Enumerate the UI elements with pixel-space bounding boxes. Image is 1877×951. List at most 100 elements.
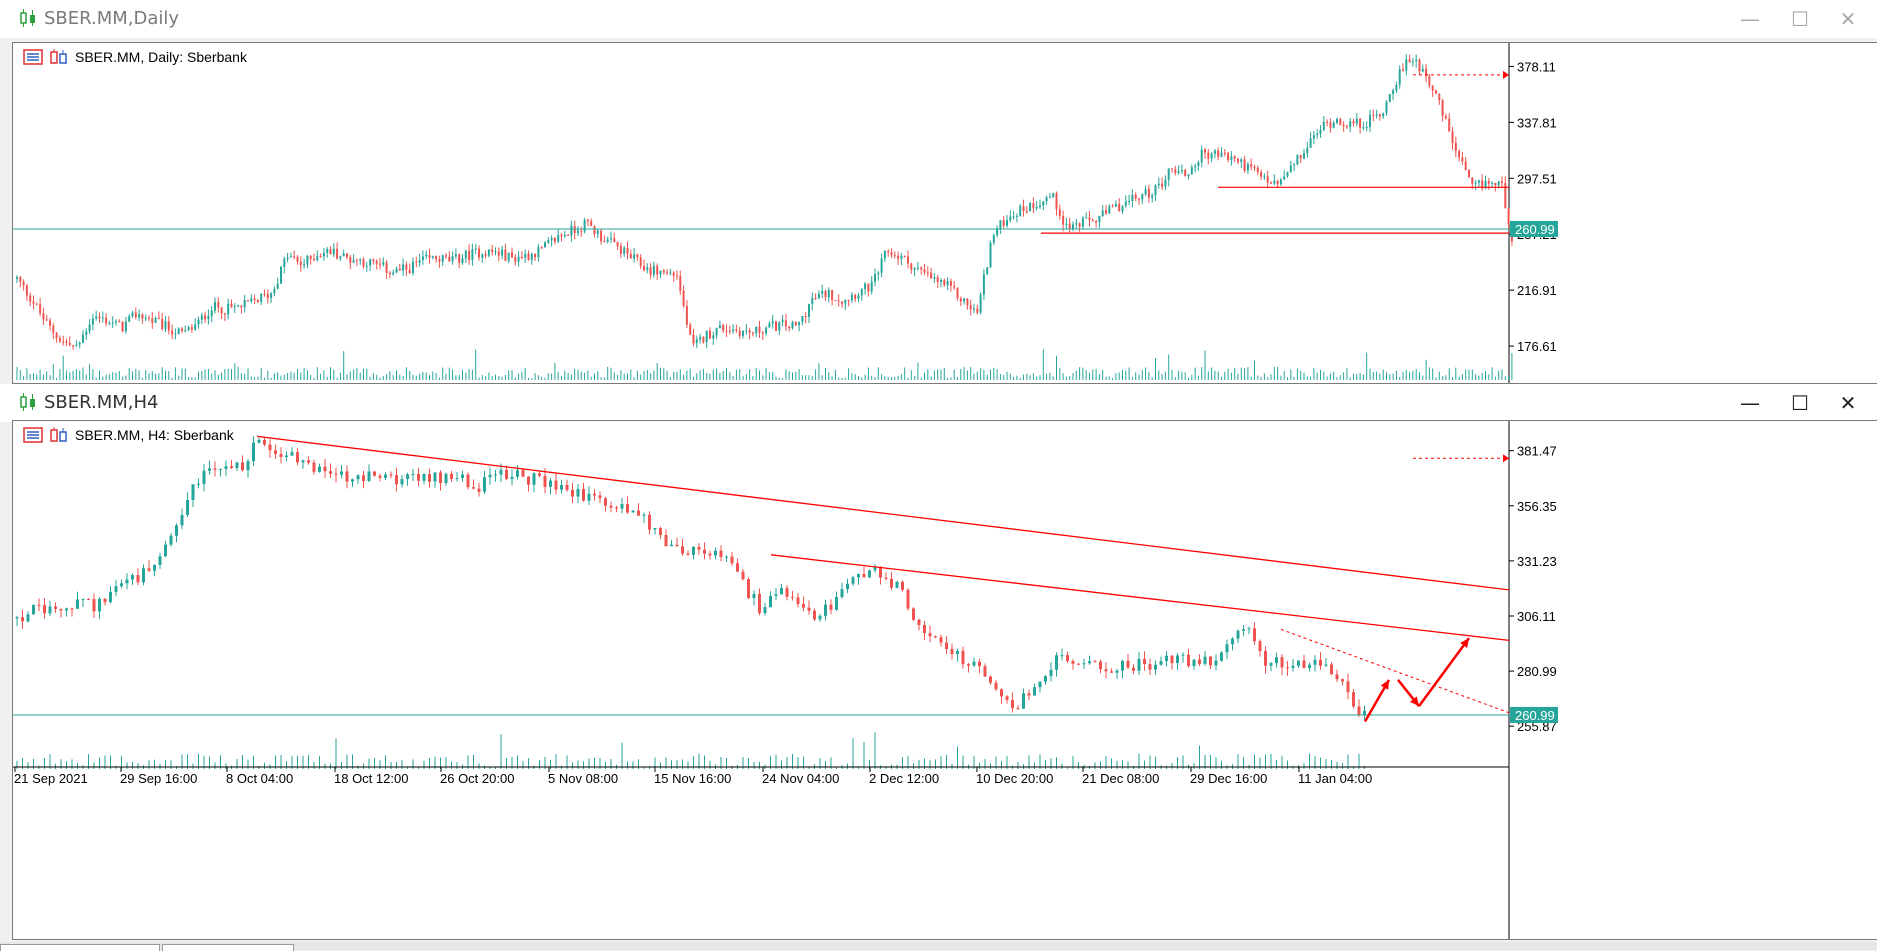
- indicators-list-icon[interactable]: [23, 427, 43, 443]
- daily-candle-body: [1388, 94, 1391, 102]
- daily-candle-body: [778, 322, 781, 331]
- h4-maximize-button[interactable]: ☐: [1791, 391, 1809, 415]
- daily-candle-body: [1098, 216, 1101, 223]
- h4-candle-body: [153, 564, 156, 571]
- h4-candle-body: [505, 469, 508, 480]
- candlestick-chart-icon: [20, 393, 35, 411]
- h4-candle-body: [989, 676, 992, 683]
- daily-candle-body: [22, 281, 25, 286]
- h4-candle-body: [818, 615, 822, 620]
- daily-candle-body: [1207, 152, 1210, 159]
- daily-candle-body: [468, 250, 471, 261]
- daily-candle-body: [1174, 169, 1177, 174]
- symbol-properties-icon[interactable]: [49, 49, 69, 65]
- chart-tab-1[interactable]: [0, 944, 160, 951]
- daily-candle-body: [194, 324, 197, 330]
- h4-candle-body: [752, 593, 756, 598]
- daily-candle-body: [1504, 182, 1507, 209]
- h4-candle-body: [455, 478, 459, 480]
- h4-window-title: SBER.MM,H4: [44, 392, 159, 413]
- daily-candle-body: [616, 242, 619, 247]
- daily-candle-body: [1124, 201, 1127, 207]
- h4-candle-body: [169, 535, 173, 545]
- daily-candle-body: [395, 268, 398, 273]
- h4-candle-body: [642, 514, 646, 516]
- h4-candle-body: [114, 586, 118, 592]
- h4-date-tick-label: 21 Sep 2021: [14, 771, 88, 786]
- h4-candle-body: [1011, 699, 1014, 709]
- daily-chart-window: SBER.MM,Daily — ☐ ✕ SBER.MM, Daily: Sber…: [0, 0, 1877, 384]
- daily-candle-body: [418, 259, 421, 263]
- indicators-list-icon[interactable]: [23, 49, 43, 65]
- daily-chart-area[interactable]: SBER.MM, Daily: Sberbank 378.11 337.81 297…: [12, 42, 1877, 384]
- h4-candle-body: [461, 474, 464, 479]
- daily-candle-body: [837, 300, 840, 302]
- daily-candle-body: [438, 259, 441, 262]
- daily-chart-symbol-label: SBER.MM, Daily: Sberbank: [75, 49, 247, 65]
- h4-candle-body: [840, 589, 844, 598]
- daily-candle-body: [214, 301, 216, 311]
- daily-candle-body: [718, 325, 721, 329]
- daily-candle-body: [1260, 172, 1263, 177]
- h4-candle-body: [1099, 661, 1102, 670]
- h4-minimize-button[interactable]: —: [1740, 391, 1760, 415]
- h4-upper-trendline: [256, 435, 1510, 591]
- daily-candlestick-chart[interactable]: 378.11337.81297.51257.21216.91176.61260.…: [13, 43, 1877, 383]
- daily-price-tick-label: 297.51: [1517, 171, 1557, 186]
- h4-candle-body: [395, 475, 398, 485]
- h4-candle-body: [466, 474, 470, 488]
- daily-candle-body: [1154, 185, 1157, 196]
- daily-candle-body: [827, 289, 830, 298]
- daily-candle-body: [138, 314, 141, 318]
- h4-forecast-arrow-up-1-head: [1380, 679, 1389, 690]
- h4-candle-body: [76, 599, 79, 609]
- daily-window-titlebar[interactable]: SBER.MM,Daily — ☐ ✕: [0, 0, 1877, 38]
- h4-candle-body: [1055, 655, 1058, 670]
- daily-candle-body: [204, 315, 207, 320]
- h4-candle-body: [439, 472, 442, 484]
- h4-candle-body: [257, 439, 261, 443]
- h4-candle-body: [323, 466, 327, 472]
- h4-chart-area[interactable]: SBER.MM, H4: Sberbank 381.47 356.35 331.23…: [12, 420, 1877, 940]
- h4-price-tick-label: 306.11: [1517, 609, 1556, 624]
- daily-close-button[interactable]: ✕: [1839, 7, 1857, 31]
- h4-candle-body: [1335, 674, 1339, 680]
- daily-candle-body: [309, 255, 312, 259]
- daily-candle-body: [613, 237, 616, 243]
- daily-candle-body: [332, 248, 335, 255]
- h4-candle-body: [1159, 661, 1163, 665]
- daily-candle-body: [672, 272, 675, 276]
- chart-tab-2[interactable]: [162, 944, 294, 951]
- daily-candle-body: [699, 336, 702, 340]
- daily-candle-body: [1451, 131, 1454, 143]
- h4-candle-body: [1308, 664, 1311, 669]
- h4-candle-body: [813, 610, 816, 620]
- h4-candle-body: [741, 571, 745, 580]
- daily-candle-body: [534, 253, 537, 258]
- daily-candle-body: [111, 322, 114, 324]
- h4-window-titlebar[interactable]: SBER.MM,H4 — ☐ ✕: [0, 384, 1877, 422]
- symbol-properties-icon[interactable]: [49, 427, 69, 443]
- h4-candle-body: [538, 473, 541, 476]
- daily-candle-body: [798, 321, 801, 326]
- h4-candle-body: [1049, 669, 1053, 677]
- daily-candle-body: [98, 316, 101, 319]
- daily-candle-body: [524, 253, 527, 259]
- daily-candle-body: [775, 321, 777, 331]
- daily-candle-body: [157, 317, 160, 319]
- h4-candle-body: [884, 577, 888, 579]
- h4-candlestick-chart[interactable]: 381.47356.35331.23306.11280.99255.87260.…: [13, 421, 1877, 939]
- h4-close-button[interactable]: ✕: [1839, 391, 1857, 415]
- daily-candle-body: [1477, 180, 1480, 183]
- daily-candle-body: [1491, 182, 1494, 184]
- daily-candle-body: [164, 321, 167, 329]
- h4-candle-body: [879, 567, 882, 578]
- daily-minimize-button[interactable]: —: [1740, 7, 1760, 31]
- h4-forecast-arrow-up-2: [1417, 637, 1471, 707]
- h4-arrow-marker: [1503, 454, 1509, 463]
- h4-candle-body: [626, 504, 629, 513]
- daily-candle-body: [943, 280, 946, 286]
- daily-candle-body: [788, 326, 791, 329]
- daily-maximize-button[interactable]: ☐: [1791, 7, 1809, 31]
- daily-candle-body: [649, 267, 652, 275]
